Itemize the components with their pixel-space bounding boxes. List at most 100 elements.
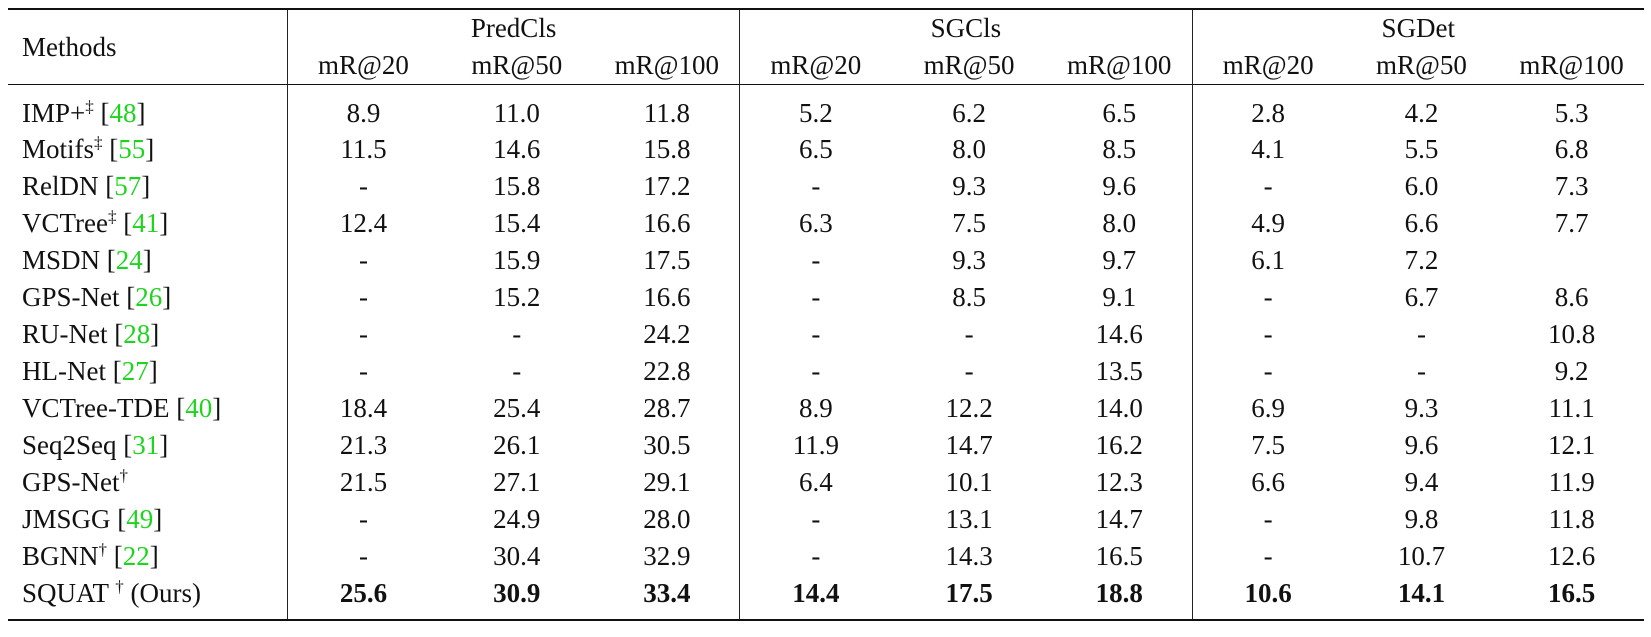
method-name: HL-Net [22, 356, 106, 386]
value-cell: 5.5 [1404, 134, 1439, 164]
value-cell: - [286, 501, 440, 538]
value-cell: 13.5 [1095, 356, 1143, 386]
cite-spacer [94, 98, 101, 128]
cite-spacer [100, 245, 107, 275]
value-cell: 8.9 [739, 390, 892, 427]
citation-link: 57 [114, 171, 142, 201]
method-name: SQUAT [22, 577, 116, 608]
value-cell: 4.9 [1191, 205, 1344, 242]
metric-header: mR@20 [739, 47, 892, 85]
results-table: Methods PredCls SGCls SGDet mR@20 mR@50 … [8, 8, 1644, 621]
value-cell: 7.2 [1404, 245, 1439, 275]
value-cell: - [1416, 356, 1426, 386]
value-cell: 8.5 [952, 282, 986, 312]
value-cell: 18.4 [286, 390, 440, 427]
method-cell: HL-Net [27] [22, 356, 158, 386]
value-cell: 12.3 [1095, 467, 1143, 497]
value-cell: - [512, 319, 522, 349]
method-cell: GPS-Net† [8, 464, 287, 501]
value-cell: 30.9 [493, 577, 541, 608]
cite-spacer [103, 134, 110, 164]
citation-link: 40 [185, 393, 213, 423]
value-cell: 12.4 [286, 205, 440, 242]
value-cell: 32.9 [643, 541, 691, 571]
cite-spacer [106, 356, 113, 386]
value-cell: 7.3 [1554, 171, 1589, 201]
citation-link: 41 [132, 208, 160, 238]
value-cell: 18.8 [1095, 577, 1143, 608]
method-cell: JMSGG [49] [22, 504, 163, 534]
cite-spacer [120, 282, 127, 312]
method-suffix: (Ours) [123, 577, 202, 608]
cite-spacer [107, 319, 114, 349]
value-cell: - [739, 168, 892, 205]
value-cell: 6.8 [1554, 134, 1589, 164]
value-cell: 7.7 [1554, 208, 1589, 238]
table-row: VCTree‡ [41] 12.4 15.4 16.6 6.3 7.5 8.0 4.9 6.6 7… [8, 205, 1644, 242]
value-cell: 9.2 [1554, 356, 1589, 386]
cite-spacer [117, 430, 124, 460]
value-cell: 11.0 [493, 97, 540, 128]
method-name: VCTree [22, 208, 109, 238]
method-superscript: † [119, 465, 129, 485]
value-cell: - [286, 353, 440, 390]
value-cell: 8.0 [1102, 208, 1137, 238]
value-cell: - [739, 316, 892, 353]
value-cell: 14.6 [493, 134, 541, 164]
method-name: Seq2Seq [22, 430, 117, 460]
method-cell: Motifs‡ [55] [22, 132, 155, 164]
method-cell: Seq2Seq [31] [22, 430, 169, 460]
metric-header: mR@20 [1191, 47, 1344, 85]
cite-spacer [111, 504, 118, 534]
method-cell: MSDN [24] [22, 245, 152, 275]
citation-link: 24 [115, 245, 143, 275]
value-cell: - [739, 538, 892, 575]
table-row: JMSGG [49] - 24.9 28.0 - 13.1 14.7 - 9.8 11.8 [8, 501, 1644, 538]
value-cell: 17.5 [643, 245, 691, 275]
table-row-ours: SQUAT † (Ours) 25.6 30.9 33.4 14.4 17.5 18.8 10… [8, 575, 1644, 620]
value-cell: 6.5 [739, 131, 892, 168]
method-cell: RelDN [57] [22, 171, 151, 201]
method-name: GPS-Net [22, 282, 120, 312]
value-cell: 25.6 [286, 575, 440, 620]
citation-link: 31 [132, 430, 160, 460]
citation-link: 48 [109, 97, 137, 128]
value-cell: 5.2 [739, 84, 892, 131]
value-cell: 6.0 [1404, 171, 1439, 201]
value-cell: 14.3 [945, 541, 993, 571]
header-group-row: Methods PredCls SGCls SGDet [8, 9, 1644, 62]
group-header-sgdet: SGDet [1191, 9, 1644, 47]
table-body: IMP+‡ [48] 8.9 11.0 11.8 5.2 6.2 6.5 2.8 4.2 5.3 M… [8, 84, 1644, 620]
metric-header: mR@20 [286, 47, 440, 85]
method-cell: IMP+‡ [48] [22, 96, 146, 128]
table-row: RelDN [57] - 15.8 17.2 - 9.3 9.6 - 6.0 7.3 [8, 168, 1644, 205]
value-cell: 14.7 [945, 430, 993, 460]
value-cell: 14.7 [1095, 504, 1143, 534]
method-cell: VCTree‡ [41] [22, 206, 169, 238]
value-cell: - [964, 319, 974, 349]
table-row: Motifs‡ [55] 11.5 14.6 15.8 6.5 8.0 8.5 4.1 5.5 6… [8, 131, 1644, 168]
value-cell [1499, 242, 1644, 279]
value-cell: 2.8 [1191, 84, 1344, 131]
value-cell: 14.6 [1095, 319, 1143, 349]
value-cell: - [1191, 538, 1344, 575]
value-cell: 6.3 [739, 205, 892, 242]
method-cell: BGNN† [22] [22, 539, 159, 571]
value-cell: - [739, 501, 892, 538]
value-cell: 11.8 [643, 97, 690, 128]
citation-link: 27 [121, 356, 149, 386]
method-cell: VCTree-TDE [40] [22, 393, 222, 423]
method-name: Motifs [22, 134, 95, 164]
value-cell: - [1191, 168, 1344, 205]
value-cell: 9.8 [1404, 504, 1439, 534]
value-cell: 26.1 [493, 430, 541, 460]
value-cell: 15.2 [493, 282, 541, 312]
value-cell: 9.7 [1102, 245, 1137, 275]
method-superscript: ‡ [94, 132, 103, 152]
method-cell: GPS-Net [26] [22, 282, 172, 312]
table-row: RU-Net [28] - - 24.2 - - 14.6 - - 10.8 [8, 316, 1644, 353]
value-cell: 11.9 [1548, 467, 1595, 497]
metric-header: mR@50 [1376, 50, 1467, 80]
table-row: IMP+‡ [48] 8.9 11.0 11.8 5.2 6.2 6.5 2.8 4.2 5.3 [8, 84, 1644, 131]
